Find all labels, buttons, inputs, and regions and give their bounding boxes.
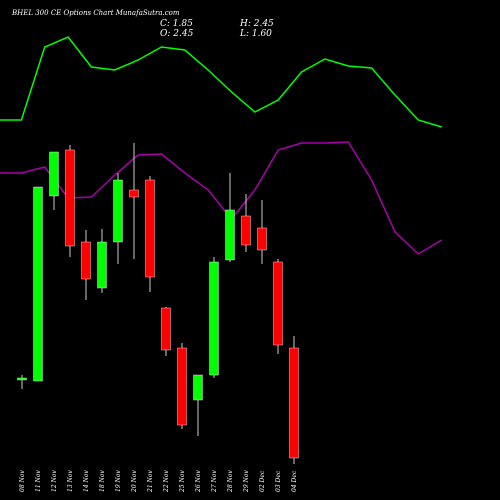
x-tick-label: 14 Nov xyxy=(83,470,90,492)
x-tick-label: 19 Nov xyxy=(115,470,122,492)
x-tick-label: 22 Nov xyxy=(163,470,170,493)
x-tick-label: 04 Dec xyxy=(291,470,298,492)
candle-body xyxy=(49,151,59,197)
candle-body xyxy=(177,347,187,426)
upper-band-line xyxy=(0,36,442,128)
candle-body xyxy=(161,307,171,351)
x-tick-label: 27 Nov xyxy=(211,470,218,493)
close-readout: C: 1.85 xyxy=(160,19,193,29)
candle-body xyxy=(129,189,139,198)
x-tick-label: 12 Nov xyxy=(51,470,58,492)
x-tick-label: 13 Nov xyxy=(67,470,74,492)
x-tick-label: 26 Nov xyxy=(195,470,202,493)
chart-title: BHEL 300 CE Options Chart MunafaSutra.co… xyxy=(12,9,180,17)
high-readout: H: 2.45 xyxy=(240,19,274,29)
x-tick-label: 18 Nov xyxy=(99,470,106,492)
candle-body xyxy=(33,186,43,382)
low-readout: L: 1.60 xyxy=(240,29,272,39)
x-tick-label: 20 Nov xyxy=(131,470,138,493)
x-axis-labels: 08 Nov 11 Nov 12 Nov 13 Nov 14 Nov 18 Nov 19 N… xyxy=(19,470,298,493)
x-tick-label: 21 Nov xyxy=(147,470,154,493)
candle-body xyxy=(65,149,75,247)
x-tick-label: 08 Nov xyxy=(19,470,26,492)
candle-body xyxy=(225,209,235,261)
candle-body xyxy=(145,179,155,278)
candle-body xyxy=(97,241,107,289)
x-tick-label: 03 Dec xyxy=(275,470,282,492)
candle-body xyxy=(81,241,91,280)
candle-body xyxy=(257,227,267,251)
candle-body xyxy=(17,377,27,381)
x-tick-label: 02 Dec xyxy=(259,470,266,492)
candle-body xyxy=(193,374,203,401)
x-tick-label: 25 Nov xyxy=(179,470,186,493)
candle-body xyxy=(273,261,283,346)
candle-body xyxy=(241,215,251,246)
x-tick-label: 28 Nov xyxy=(227,470,234,493)
open-readout: O: 2.45 xyxy=(160,29,194,39)
candle-body xyxy=(209,261,219,376)
x-tick-label: 29 Nov xyxy=(243,470,250,493)
candle-body xyxy=(113,179,123,243)
candle-body xyxy=(289,347,299,459)
x-tick-label: 11 Nov xyxy=(35,470,42,492)
candles xyxy=(17,143,299,464)
